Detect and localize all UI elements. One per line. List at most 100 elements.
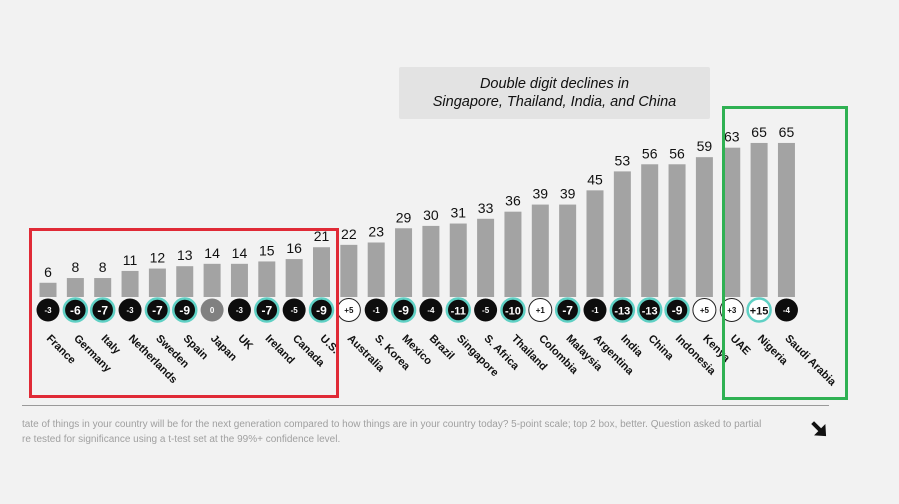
- bar-india: [613, 171, 631, 297]
- footnote-divider: [22, 405, 829, 406]
- change-label: +5: [344, 306, 354, 315]
- bar-s-africa: [477, 218, 495, 297]
- change-label: -7: [97, 304, 108, 318]
- category-label: China: [646, 333, 677, 364]
- change-label: -9: [672, 304, 683, 318]
- change-circle: [474, 298, 498, 322]
- change-label: -9: [316, 304, 327, 318]
- change-circle: [636, 297, 663, 323]
- change-circle: [254, 297, 280, 323]
- value-label: 12: [150, 250, 166, 266]
- change-label: -10: [505, 306, 521, 318]
- value-label: 65: [779, 124, 795, 140]
- bar-china: [641, 164, 659, 297]
- change-label: -13: [642, 306, 658, 318]
- change-label: -5: [482, 306, 490, 315]
- change-label: -9: [179, 304, 190, 318]
- change-label: -1: [591, 306, 599, 315]
- value-label: 8: [99, 259, 107, 275]
- bar-brazil: [422, 225, 440, 297]
- change-circle: [664, 297, 690, 323]
- value-label: 39: [560, 186, 576, 202]
- change-circle: [89, 297, 116, 323]
- change-label: -3: [236, 306, 244, 315]
- change-label: -7: [562, 304, 573, 318]
- change-label: -3: [44, 306, 52, 315]
- value-label: 14: [204, 245, 220, 261]
- bar-argentina: [586, 190, 604, 297]
- value-label: 56: [669, 145, 685, 161]
- change-circle: [419, 298, 443, 322]
- value-label: 53: [615, 152, 631, 168]
- change-label: +15: [750, 306, 769, 318]
- value-label: 65: [751, 124, 767, 140]
- bar-australia: [340, 244, 358, 297]
- value-label: 22: [341, 226, 357, 242]
- bar-u-s-: [313, 247, 330, 297]
- bar-colombia: [531, 204, 549, 297]
- footnote-line-2: re tested for significance using a t-tes…: [22, 434, 341, 445]
- bar-japan: [203, 263, 221, 297]
- change-label: -4: [427, 306, 435, 315]
- value-label: 59: [697, 138, 713, 154]
- change-label: +1: [536, 306, 546, 315]
- bar-kenya: [695, 157, 713, 297]
- value-label: 21: [314, 228, 330, 244]
- bar-saudi-arabia: [777, 142, 795, 297]
- change-circle: [583, 298, 607, 322]
- value-label: 13: [177, 247, 193, 263]
- change-label: -11: [451, 306, 466, 318]
- change-label: -5: [291, 306, 299, 315]
- change-label: -3: [126, 306, 134, 315]
- footnote-line-1: tate of things in your country will be f…: [22, 419, 762, 430]
- change-circle: [227, 298, 251, 322]
- bar-malaysia: [559, 204, 577, 297]
- bar-sweden: [148, 268, 166, 297]
- value-label: 15: [259, 242, 275, 258]
- value-label: 29: [396, 209, 412, 225]
- change-label: -7: [261, 304, 272, 318]
- change-label: +5: [700, 306, 710, 315]
- change-label: -7: [152, 304, 163, 318]
- change-label: -9: [398, 304, 409, 318]
- value-label: 23: [368, 223, 384, 239]
- value-label: 8: [71, 259, 79, 275]
- change-circle: [144, 297, 171, 323]
- bar-indonesia: [668, 164, 686, 297]
- bar-france: [39, 282, 57, 297]
- callout-line-2: Singapore, Thailand, India, and China: [432, 94, 677, 110]
- bar-germany: [66, 278, 84, 297]
- change-circle: [774, 298, 798, 322]
- change-label: -6: [70, 304, 81, 318]
- value-label: 14: [232, 245, 248, 261]
- change-circle: [282, 298, 306, 322]
- footnote: tate of things in your country will be f…: [22, 417, 812, 447]
- value-label: 11: [123, 252, 138, 268]
- value-label: 45: [587, 171, 603, 187]
- bar-canada: [285, 259, 303, 297]
- arrow-right-icon[interactable]: [806, 416, 832, 442]
- change-circle: [609, 297, 636, 323]
- value-label: 36: [505, 193, 521, 209]
- change-circle: [62, 297, 89, 323]
- change-label: -13: [614, 306, 630, 318]
- value-label: 16: [286, 240, 302, 256]
- bar-thailand: [504, 211, 522, 297]
- value-label: 56: [642, 145, 658, 161]
- bar-uae: [723, 147, 741, 297]
- value-label: 63: [724, 129, 740, 145]
- bar-singapore: [449, 223, 467, 297]
- change-circle: [554, 297, 581, 323]
- change-label: 0: [210, 306, 215, 315]
- change-circle: [36, 298, 60, 322]
- change-circle: [118, 298, 142, 322]
- value-label: 39: [533, 186, 549, 202]
- change-circle: [719, 298, 744, 322]
- change-circle: [200, 298, 224, 322]
- change-circle: [528, 298, 553, 322]
- change-label: -1: [373, 306, 381, 315]
- bar-spain: [176, 266, 194, 297]
- value-label: 30: [423, 207, 439, 223]
- highlight-box-low-countries: [29, 228, 339, 398]
- bar-mexico: [395, 228, 413, 297]
